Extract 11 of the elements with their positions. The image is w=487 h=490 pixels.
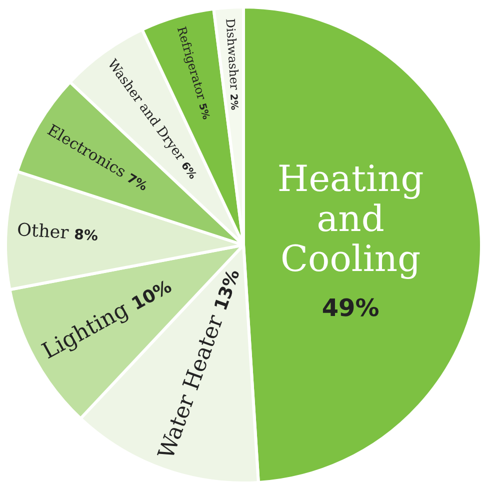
- data-label: 2%: [227, 93, 240, 111]
- data-label: 7%: [124, 170, 150, 194]
- slice-label: Heating and Cooling: [277, 158, 424, 280]
- data-label: 10%: [128, 276, 176, 315]
- data-label: 13%: [211, 266, 244, 314]
- data-label: 6%: [178, 160, 199, 182]
- data-label: 5%: [196, 102, 212, 122]
- slice-label: Dishwasher: [223, 18, 242, 94]
- slice-label: Other: [16, 220, 75, 244]
- data-label: 8%: [74, 227, 99, 244]
- data-label: 49%: [322, 294, 380, 322]
